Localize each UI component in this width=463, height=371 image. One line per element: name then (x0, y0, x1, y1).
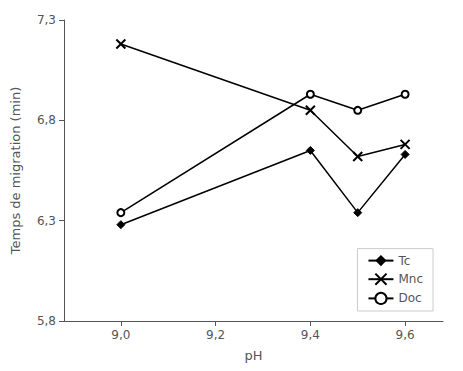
svg-text:Mnc: Mnc (398, 272, 423, 286)
svg-text:Tc: Tc (397, 254, 410, 268)
svg-text:9,2: 9,2 (206, 328, 225, 342)
svg-text:9,4: 9,4 (301, 328, 320, 342)
svg-text:pH: pH (244, 348, 262, 363)
svg-text:9,6: 9,6 (396, 328, 415, 342)
svg-text:Doc: Doc (398, 291, 421, 305)
svg-text:6,3: 6,3 (37, 214, 56, 228)
svg-text:5,8: 5,8 (37, 314, 56, 328)
svg-text:6,8: 6,8 (37, 113, 56, 127)
svg-text:9,0: 9,0 (111, 328, 130, 342)
svg-text:7,3: 7,3 (37, 13, 56, 27)
svg-text:Temps de migration (min): Temps de migration (min) (8, 87, 23, 255)
